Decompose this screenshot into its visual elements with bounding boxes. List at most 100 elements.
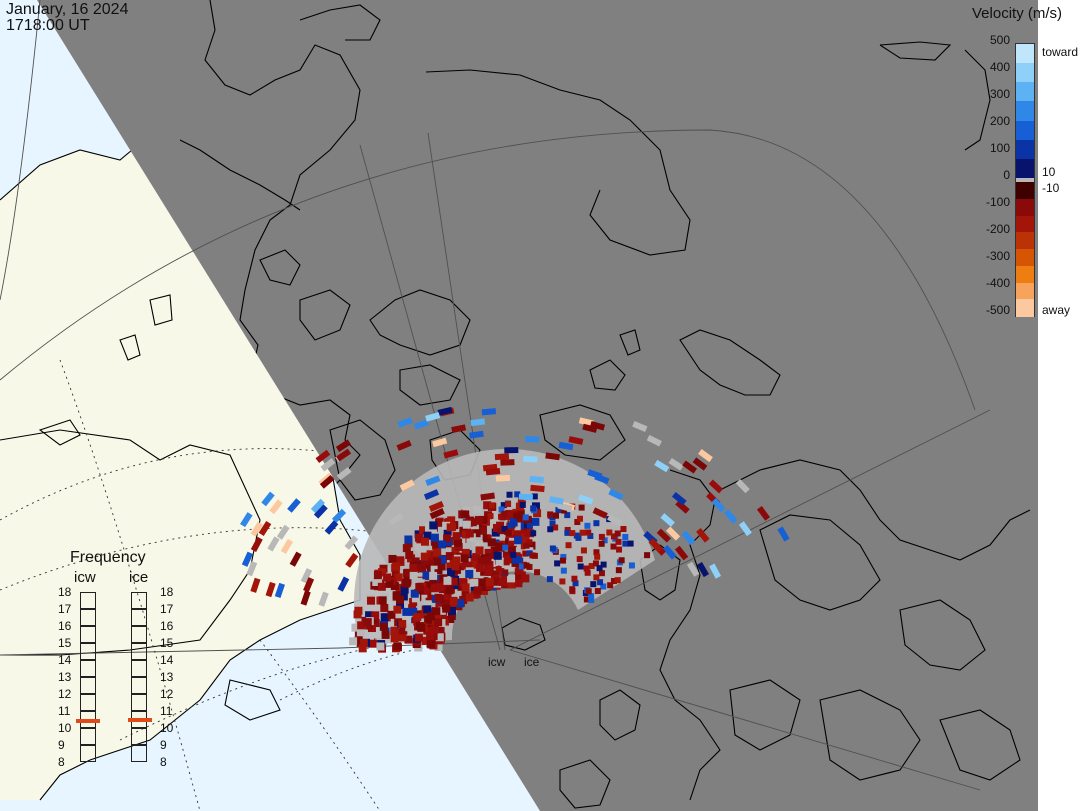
colorbar-toward-label: toward (1042, 45, 1079, 59)
radar-velocity-cell (484, 548, 493, 557)
radar-velocity-cell (411, 594, 420, 603)
radar-velocity-cell (585, 588, 592, 595)
frequency-bin (131, 694, 147, 711)
colorbar-segment (1016, 44, 1034, 64)
colorbar-segment (1016, 63, 1034, 83)
radar-velocity-cell (269, 499, 283, 515)
radar-velocity-cell (392, 591, 401, 600)
radar-velocity-cell (351, 623, 360, 632)
radar-velocity-cell (521, 574, 530, 583)
radar-velocity-cell (432, 607, 441, 616)
radar-velocity-cell (276, 524, 290, 540)
radar-velocity-cell (560, 553, 567, 560)
radar-velocity-cell (565, 542, 572, 549)
radar-velocity-cell (632, 421, 648, 432)
radar-velocity-cell (395, 583, 404, 592)
radar-velocity-cell (477, 557, 486, 566)
radar-velocity-cell (393, 642, 402, 651)
radar-velocity-cell (580, 547, 587, 554)
radar-velocity-cell (417, 623, 426, 632)
radar-velocity-cell (427, 566, 436, 575)
radar-velocity-cell (584, 569, 591, 576)
radar-velocity-cell (409, 563, 418, 572)
colorbar-tick-label: 200 (989, 114, 1010, 128)
radar-velocity-cell (509, 498, 518, 507)
radar-velocity-cell (711, 498, 726, 513)
radar-velocity-cell (390, 582, 399, 591)
radar-velocity-cell (425, 475, 441, 487)
radar-velocity-cell (432, 583, 441, 592)
radar-velocity-cell (429, 507, 445, 520)
frequency-bin (80, 609, 96, 626)
radar-velocity-cell (610, 533, 617, 540)
radar-velocity-cell (594, 588, 601, 595)
radar-velocity-cell (425, 593, 434, 602)
radar-velocity-cell (500, 502, 507, 509)
radar-velocity-cell (646, 434, 662, 447)
radar-velocity-cell (571, 575, 578, 582)
radar-velocity-cell (446, 523, 455, 532)
radar-velocity-cell (738, 521, 752, 537)
colorbar-segment (1016, 265, 1034, 283)
radar-velocity-cell (432, 437, 448, 448)
radar-velocity-cell (574, 519, 581, 526)
radar-velocity-cell (522, 550, 529, 557)
radar-velocity-cell (660, 513, 675, 527)
radar-velocity-cell (265, 581, 276, 598)
radar-velocity-cell (519, 501, 526, 508)
radar-velocity-cell (698, 448, 713, 463)
radar-velocity-cell (527, 541, 536, 550)
radar-velocity-cell (525, 435, 540, 443)
radar-velocity-cell (622, 533, 629, 540)
radar-velocity-cells (240, 406, 790, 653)
radar-velocity-cell (402, 544, 411, 553)
radar-velocity-cell (402, 607, 411, 616)
radar-velocity-cell (493, 551, 502, 560)
colorbar-neg-threshold: -10 (1042, 181, 1060, 195)
frequency-bin (80, 660, 96, 677)
frequency-tick-label: 11 (160, 704, 173, 718)
radar-velocity-cell (320, 458, 336, 472)
radar-velocity-cell (508, 540, 515, 547)
frequency-title: Frequency (70, 549, 146, 566)
radar-velocity-cell (396, 556, 405, 565)
radar-velocity-cell (610, 543, 617, 550)
colorbar-tick-label: -400 (985, 276, 1010, 290)
radar-site-label-icw: icw (488, 655, 506, 669)
radar-velocity-cell (502, 544, 509, 551)
colorbar-segment (1016, 139, 1034, 160)
radar-velocity-cell (336, 448, 352, 462)
radar-velocity-cell (549, 496, 564, 505)
radar-velocity-cell (357, 621, 366, 630)
radar-velocity-cell (376, 642, 385, 651)
radar-velocity-cell (497, 527, 504, 534)
radar-velocity-cell (547, 526, 554, 533)
radar-velocity-cell (354, 606, 363, 615)
frequency-tick-label: 18 (58, 585, 72, 599)
radar-velocity-cell (495, 474, 511, 482)
radar-velocity-cell (460, 554, 469, 563)
radar-velocity-cell (756, 505, 771, 521)
frequency-bin (80, 643, 96, 660)
radar-velocity-cell (457, 582, 466, 591)
radar-velocity-cell (606, 529, 613, 536)
radar-velocity-cell (594, 553, 601, 560)
radar-velocity-cell (461, 583, 470, 592)
radar-velocity-cell (421, 537, 430, 546)
night-region (37, 0, 1038, 811)
radar-velocity-cell (399, 479, 415, 492)
radar-velocity-cell (483, 501, 492, 510)
radar-velocity-cell (401, 579, 410, 588)
radar-velocity-cell (442, 604, 451, 613)
radar-velocity-cell (427, 640, 436, 649)
radar-velocity-cell (397, 417, 413, 428)
radar-velocity-cell (454, 542, 463, 551)
radar-velocity-cell (365, 611, 374, 620)
radar-site-label-ice: ice (524, 655, 540, 669)
colorbar-tick-label: -300 (985, 249, 1010, 263)
radar-velocity-cell (470, 418, 486, 427)
colorbar-tick-label: 100 (989, 141, 1010, 155)
radar-velocity-cell (514, 575, 523, 584)
radar-velocity-cell (507, 545, 516, 554)
radar-velocity-cell (396, 601, 405, 610)
